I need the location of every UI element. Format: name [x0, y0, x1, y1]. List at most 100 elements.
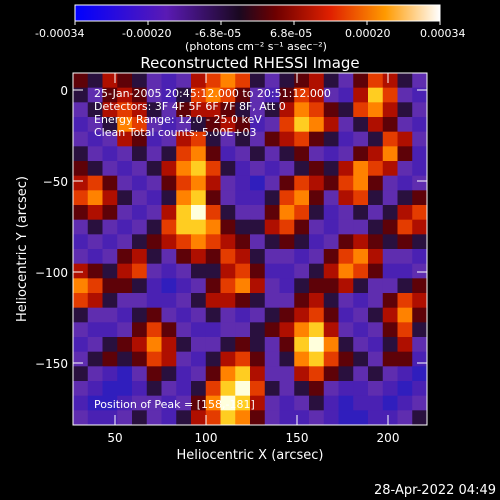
heatmap-cell	[220, 249, 236, 265]
heatmap-cell	[191, 381, 207, 397]
heatmap-cell	[397, 351, 413, 367]
heatmap-cell	[338, 146, 354, 162]
heatmap-cell	[220, 293, 236, 309]
heatmap-cell	[146, 190, 162, 206]
heatmap-cell	[309, 87, 325, 103]
annotation-peak-position: Position of Peak = [158,-181]	[94, 398, 255, 411]
heatmap-cell	[191, 175, 207, 191]
heatmap-cell	[102, 205, 118, 221]
heatmap-cell	[220, 146, 236, 162]
heatmap-cell	[397, 249, 413, 265]
heatmap-cell	[368, 175, 384, 191]
heatmap-cell	[102, 190, 118, 206]
heatmap-cell	[161, 307, 177, 323]
heatmap-cell	[176, 73, 192, 89]
heatmap-cell	[294, 293, 310, 309]
colorbar	[74, 4, 441, 22]
heatmap-cell	[323, 102, 339, 118]
heatmap-cell	[412, 351, 428, 367]
heatmap-cell	[309, 322, 325, 338]
heatmap-cell	[205, 410, 221, 426]
heatmap-cell	[264, 234, 280, 250]
heatmap-cell	[250, 175, 266, 191]
heatmap-cell	[412, 307, 428, 323]
heatmap-cell	[353, 366, 369, 382]
heatmap-cell	[397, 161, 413, 177]
heatmap-cell	[338, 351, 354, 367]
heatmap-cell	[146, 117, 162, 133]
heatmap-cell	[368, 190, 384, 206]
heatmap-cell	[338, 234, 354, 250]
heatmap-cell	[176, 322, 192, 338]
heatmap-cell	[102, 249, 118, 265]
heatmap-cell	[338, 307, 354, 323]
heatmap-cell	[73, 87, 89, 103]
heatmap-cell	[250, 219, 266, 235]
heatmap-cell	[73, 307, 89, 323]
heatmap-cell	[397, 190, 413, 206]
heatmap-cell	[294, 175, 310, 191]
heatmap-cell	[176, 190, 192, 206]
heatmap-cell	[102, 366, 118, 382]
heatmap-cell	[161, 410, 177, 426]
heatmap-cell	[132, 351, 148, 367]
plot-frame	[72, 72, 428, 426]
heatmap-cell	[264, 146, 280, 162]
heatmap-cell	[338, 87, 354, 103]
heatmap-cell	[338, 322, 354, 338]
heatmap-cell	[132, 278, 148, 294]
heatmap-cell	[161, 190, 177, 206]
heatmap-cell	[220, 219, 236, 235]
heatmap-cell	[132, 190, 148, 206]
heatmap-cell	[220, 73, 236, 89]
heatmap-cell	[146, 175, 162, 191]
heatmap-cell	[73, 410, 89, 426]
heatmap-cell	[132, 263, 148, 279]
heatmap-cell	[279, 146, 295, 162]
heatmap-cell	[235, 322, 251, 338]
heatmap-cell	[353, 175, 369, 191]
heatmap-cell	[250, 351, 266, 367]
heatmap-cell	[412, 102, 428, 118]
heatmap-cell	[382, 322, 398, 338]
colorbar-tick-label: 0.00020	[345, 27, 391, 40]
heatmap-cell	[397, 219, 413, 235]
heatmap-cell	[294, 381, 310, 397]
heatmap-cell	[235, 102, 251, 118]
heatmap-cell	[117, 278, 133, 294]
heatmap-cell	[294, 263, 310, 279]
heatmap-cell	[279, 249, 295, 265]
heatmap-cell	[102, 322, 118, 338]
heatmap-cell	[338, 249, 354, 265]
heatmap-cell	[412, 366, 428, 382]
heatmap-cell	[264, 205, 280, 221]
heatmap-cell	[382, 249, 398, 265]
heatmap-cell	[368, 395, 384, 411]
heatmap-cell	[294, 395, 310, 411]
heatmap-cell	[294, 219, 310, 235]
heatmap-cell	[294, 278, 310, 294]
heatmap-cell	[397, 307, 413, 323]
heatmap-cell	[397, 337, 413, 353]
heatmap-cell	[279, 322, 295, 338]
heatmap-cell	[191, 322, 207, 338]
heatmap-cell	[368, 410, 384, 426]
heatmap-cell	[338, 205, 354, 221]
heatmap-cell	[382, 73, 398, 89]
heatmap-cell	[87, 117, 103, 133]
heatmap-cell	[191, 102, 207, 118]
heatmap-cell	[353, 278, 369, 294]
heatmap-cell	[323, 395, 339, 411]
heatmap-cell	[264, 73, 280, 89]
heatmap-cell	[146, 161, 162, 177]
heatmap-cell	[368, 351, 384, 367]
heatmap-cell	[412, 278, 428, 294]
heatmap-cell	[205, 337, 221, 353]
heatmap-cell	[117, 117, 133, 133]
heatmap-cell	[412, 337, 428, 353]
heatmap-cell	[368, 366, 384, 382]
heatmap-cell	[102, 87, 118, 103]
heatmap-cell	[176, 219, 192, 235]
heatmap-cell	[309, 73, 325, 89]
heatmap-cell	[412, 395, 428, 411]
